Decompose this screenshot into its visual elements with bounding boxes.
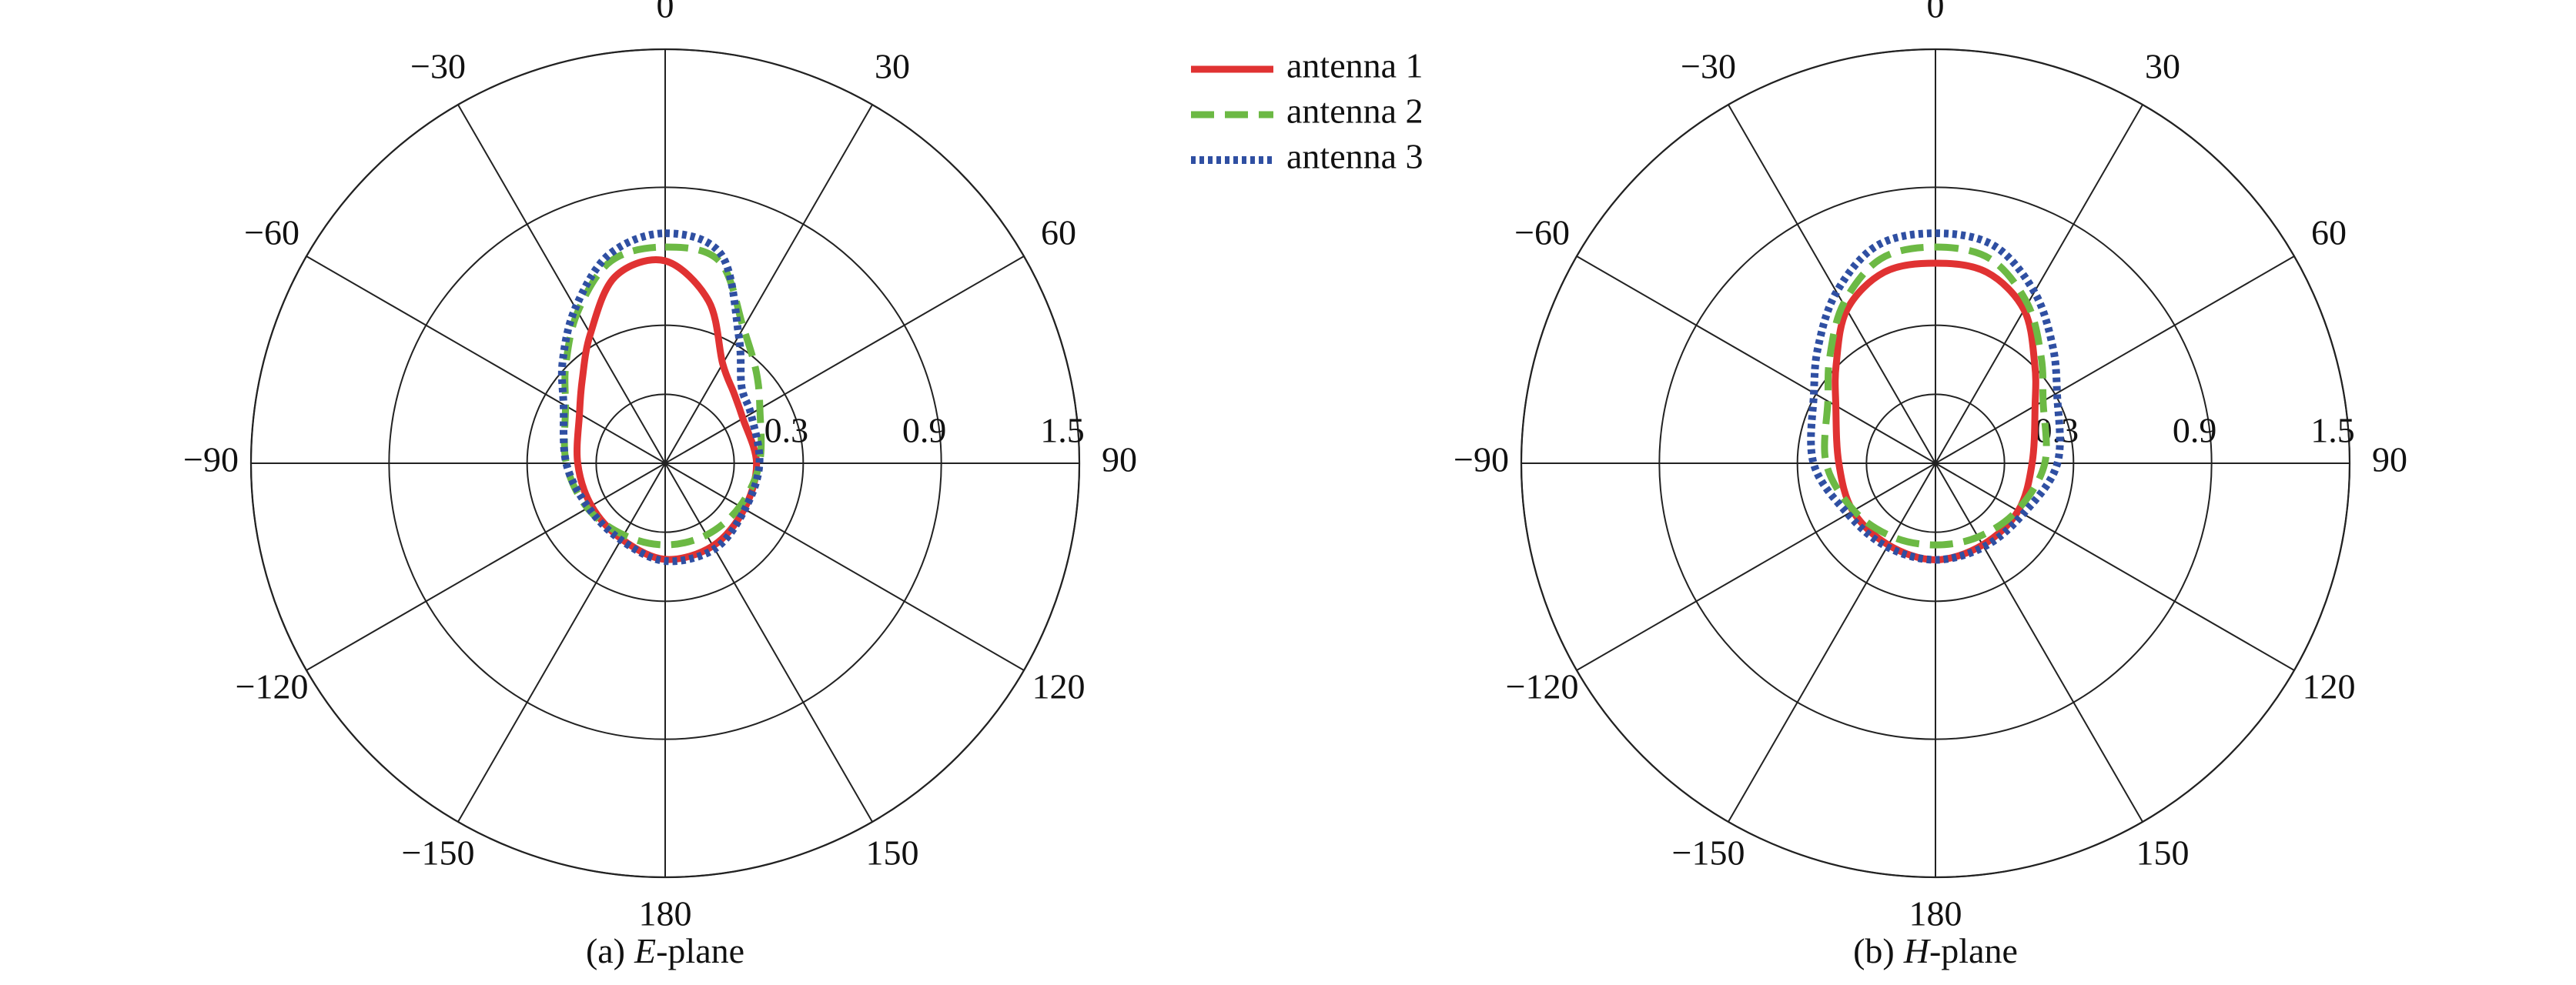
legend-label: antenna 3	[1286, 137, 1423, 176]
theta-tick-label: 120	[2302, 667, 2355, 706]
caption-prefix: (b)	[1853, 931, 1895, 970]
caption-plane: H	[1903, 931, 1932, 970]
r-tick-label: 0.9	[902, 411, 947, 450]
theta-grid-line	[664, 104, 873, 464]
theta-tick-label: 90	[2372, 440, 2407, 479]
theta-tick-label: 0	[657, 0, 674, 25]
caption-suffix: -plane	[656, 931, 744, 970]
theta-tick-label: 120	[1032, 667, 1085, 706]
theta-tick-label: 90	[1102, 440, 1137, 479]
theta-tick-label: 60	[2311, 213, 2347, 252]
series-line	[560, 243, 765, 549]
theta-tick-label: 150	[2136, 833, 2190, 873]
theta-grid-line	[664, 462, 1025, 671]
theta-grid-line	[306, 462, 666, 671]
theta-tick-label: −30	[410, 47, 466, 86]
theta-tick-label: 30	[2145, 47, 2180, 86]
theta-grid-line	[1728, 462, 1936, 823]
caption-plane: E	[634, 931, 656, 970]
caption-prefix: (a)	[586, 931, 625, 970]
caption: (a) E-plane	[586, 931, 744, 970]
theta-grid-line	[1935, 462, 2295, 671]
theta-tick-label: −60	[244, 213, 299, 252]
theta-tick-label: 0	[1927, 0, 1945, 25]
theta-grid-line	[1935, 255, 2295, 464]
theta-grid-line	[1935, 104, 2143, 464]
theta-tick-label: −90	[1454, 440, 1509, 479]
series-line	[557, 229, 764, 566]
polar-chart: 0 30 60 90 120 150 180 −150 −120 −90 −60 −30 0.3 0.9 1…	[183, 0, 1137, 970]
theta-tick-label: 180	[1909, 894, 1962, 933]
theta-tick-label: −150	[1672, 833, 1745, 873]
theta-grid-line	[457, 462, 666, 823]
theta-grid-line	[457, 104, 666, 464]
theta-grid-line	[306, 255, 666, 464]
r-tick-label: 1.5	[2310, 411, 2355, 450]
series-line	[1821, 243, 2050, 549]
r-tick-label: 1.5	[1040, 411, 1085, 450]
theta-grid-line	[1576, 255, 1936, 464]
theta-tick-label: −150	[402, 833, 475, 873]
theta-tick-label: 30	[875, 47, 910, 86]
theta-grid-line	[1576, 462, 1936, 671]
theta-grid-line	[664, 255, 1025, 464]
theta-tick-label: −90	[183, 440, 239, 479]
theta-tick-label: 60	[1041, 213, 1076, 252]
theta-tick-label: −120	[1506, 667, 1579, 706]
r-tick-label: 0.9	[2173, 411, 2217, 450]
theta-grid-line	[1935, 462, 2143, 823]
r-tick-label: 0.3	[764, 411, 809, 450]
caption: (b) H-plane	[1853, 931, 2018, 970]
theta-grid-line	[664, 462, 873, 823]
theta-tick-label: 150	[866, 833, 919, 873]
theta-grid-line	[1728, 104, 1936, 464]
legend-label: antenna 1	[1286, 46, 1423, 85]
caption-suffix: -plane	[1929, 931, 2018, 970]
theta-tick-label: 180	[639, 894, 692, 933]
theta-tick-label: −30	[1681, 47, 1736, 86]
theta-tick-label: −60	[1514, 213, 1570, 252]
legend-label: antenna 2	[1286, 92, 1423, 131]
series-line	[1807, 229, 2064, 564]
theta-tick-label: −120	[236, 667, 309, 706]
